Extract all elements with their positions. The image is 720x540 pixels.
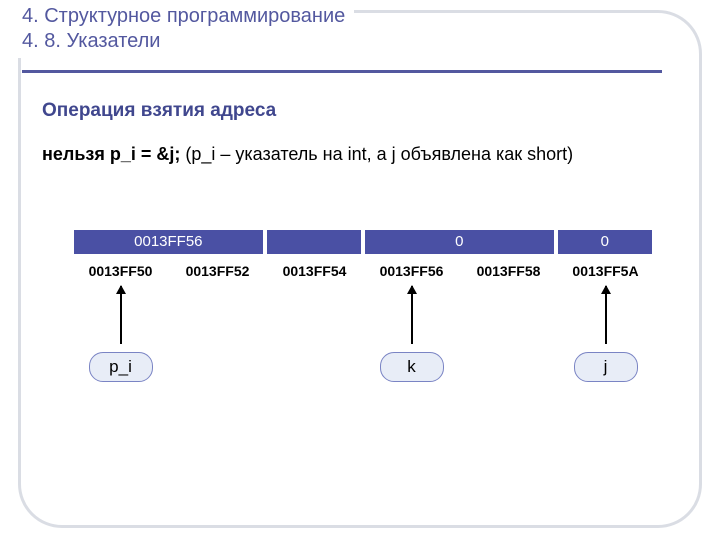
- explainer-code: p_i = &j;: [110, 144, 181, 164]
- explainer-prefix: нельзя: [42, 144, 110, 164]
- explainer-note: (p_i – указатель на int, а j объявлена к…: [180, 144, 573, 164]
- memory-address-cell: 0013FF54: [266, 258, 363, 284]
- memory-address-cell: 0013FF52: [169, 258, 266, 284]
- memory-value-cell: 0: [363, 228, 556, 256]
- memory-address-cell: 0013FF58: [460, 258, 557, 284]
- memory-value-cell: 0: [556, 228, 654, 256]
- memory-value-cell: 0013FF56: [72, 228, 265, 256]
- section-subhead: Операция взятия адреса: [42, 100, 276, 122]
- memory-value-cell: [265, 228, 363, 256]
- memory-value-row: 0013FF56 00: [72, 228, 654, 256]
- pointer-arrow: [411, 286, 413, 344]
- pointer-arrow: [605, 286, 607, 344]
- memory-address-cell: 0013FF5A: [557, 258, 654, 284]
- pointer-label: j: [574, 352, 638, 382]
- pointer-arrow: [120, 286, 122, 344]
- explainer-line: нельзя p_i = &j; (p_i – указатель на int…: [42, 144, 573, 165]
- title-line-1: 4. Структурное программирование: [22, 4, 350, 29]
- memory-address-row: 0013FF500013FF520013FF540013FF560013FF58…: [72, 258, 654, 284]
- title-box: 4. Структурное программирование 4. 8. Ук…: [14, 0, 354, 58]
- memory-address-cell: 0013FF56: [363, 258, 460, 284]
- title-underline: [22, 70, 662, 73]
- pointer-label: p_i: [89, 352, 153, 382]
- memory-address-cell: 0013FF50: [72, 258, 169, 284]
- title-line-2: 4. 8. Указатели: [22, 29, 350, 54]
- memory-diagram: 0013FF5600 0013FF500013FF520013FF540013F…: [72, 228, 654, 284]
- pointer-label: k: [380, 352, 444, 382]
